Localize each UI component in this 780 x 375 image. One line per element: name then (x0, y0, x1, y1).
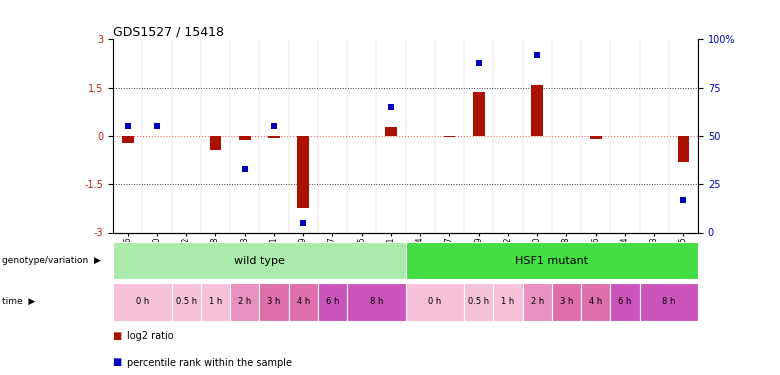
Bar (297, 136, 309, 209)
Text: 2 h: 2 h (238, 297, 251, 306)
Text: 6 h: 6 h (619, 297, 632, 306)
Bar (494, 283, 523, 321)
Text: 2 h: 2 h (530, 297, 544, 306)
Bar (318, 283, 347, 321)
Text: 0.5 h: 0.5 h (468, 297, 489, 306)
Bar (113, 283, 172, 321)
Text: 3 h: 3 h (560, 297, 573, 306)
Text: percentile rank within the sample: percentile rank within the sample (127, 357, 292, 368)
Bar (581, 283, 610, 321)
Text: 4 h: 4 h (589, 297, 602, 306)
Text: genotype/variation  ▶: genotype/variation ▶ (2, 256, 101, 265)
Bar (201, 283, 230, 321)
Text: 4 h: 4 h (296, 297, 310, 306)
Bar (552, 283, 581, 321)
Text: 0 h: 0 h (136, 297, 149, 306)
Text: time  ▶: time ▶ (2, 297, 35, 306)
Bar (385, 127, 397, 136)
Text: 6 h: 6 h (326, 297, 339, 306)
Bar (678, 136, 690, 162)
Bar (406, 283, 464, 321)
Text: 3 h: 3 h (268, 297, 281, 306)
Text: 1 h: 1 h (502, 297, 515, 306)
Bar (289, 283, 318, 321)
Bar (259, 283, 289, 321)
Bar (531, 85, 543, 136)
Text: ■: ■ (113, 331, 126, 341)
Bar (610, 283, 640, 321)
Text: ■: ■ (113, 357, 126, 368)
Bar (406, 242, 698, 279)
Bar (172, 283, 201, 321)
Text: wild type: wild type (234, 256, 285, 266)
Bar (640, 283, 698, 321)
Text: HSF1 mutant: HSF1 mutant (516, 256, 588, 266)
Bar (230, 283, 259, 321)
Bar (239, 136, 250, 140)
Bar (113, 242, 406, 279)
Text: log2 ratio: log2 ratio (127, 331, 174, 341)
Bar (590, 136, 601, 138)
Bar (464, 283, 494, 321)
Bar (268, 136, 280, 138)
Text: 1 h: 1 h (209, 297, 222, 306)
Text: 8 h: 8 h (662, 297, 675, 306)
Bar (210, 136, 222, 150)
Bar (122, 136, 133, 143)
Text: 0 h: 0 h (428, 297, 441, 306)
Text: 8 h: 8 h (370, 297, 383, 306)
Bar (444, 136, 456, 137)
Text: 0.5 h: 0.5 h (176, 297, 197, 306)
Text: GDS1527 / 15418: GDS1527 / 15418 (113, 25, 224, 38)
Bar (523, 283, 552, 321)
Bar (347, 283, 406, 321)
Bar (473, 93, 484, 136)
